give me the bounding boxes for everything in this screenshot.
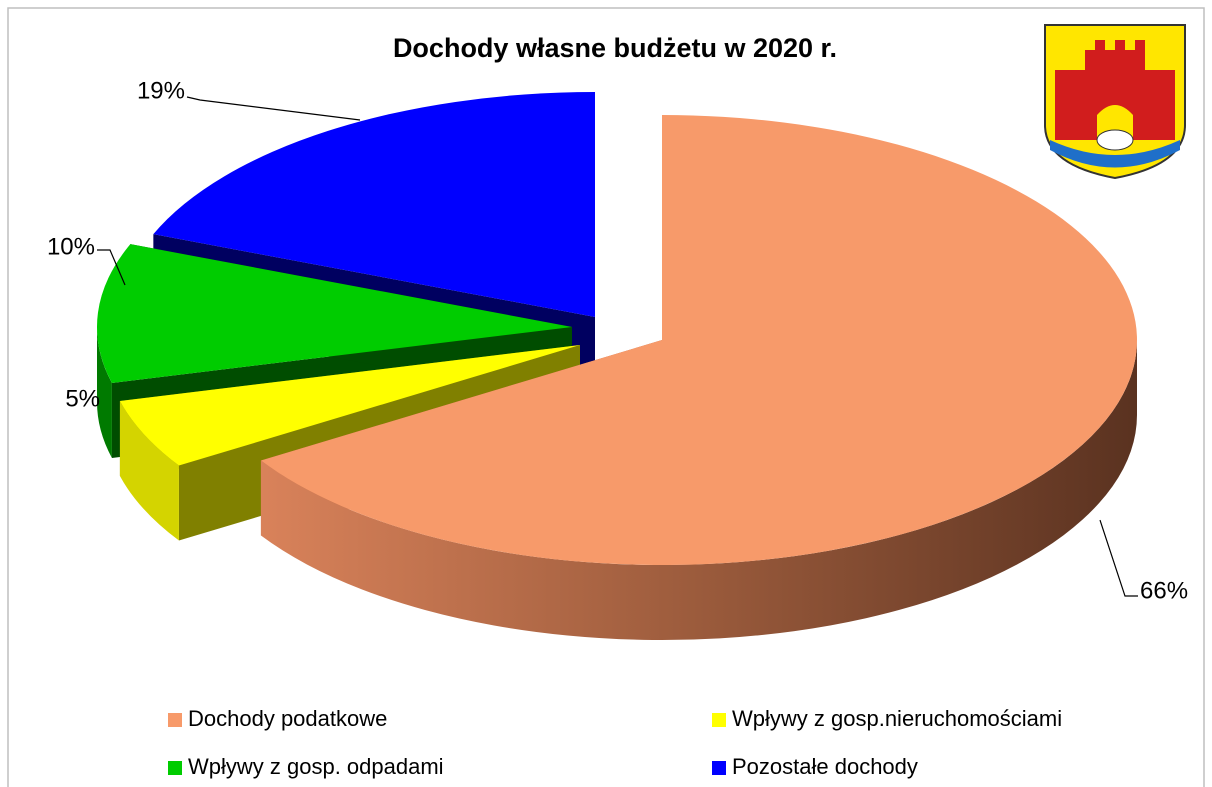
leader-line [1099, 519, 1138, 597]
legend-label: Wpływy z gosp.nieruchomościami [732, 706, 1062, 731]
slice-side [260, 340, 1138, 641]
legend-swatch [712, 761, 726, 775]
data-label: 5% [65, 385, 100, 412]
slice-side [119, 400, 179, 541]
data-label: 10% [47, 233, 95, 260]
coat-of-arms [1044, 24, 1186, 180]
slice [153, 92, 595, 317]
legend-label: Dochody podatkowe [188, 706, 387, 731]
leader-line [186, 96, 361, 121]
legend-swatch [712, 713, 726, 727]
legend-label: Wpływy z gosp. odpadami [188, 754, 444, 779]
data-label: 19% [137, 77, 185, 104]
slice-side [97, 327, 112, 458]
slice [119, 345, 580, 466]
chart-title: Dochody własne budżetu w 2020 r. [393, 33, 837, 63]
legend-swatch [168, 761, 182, 775]
data-label: 66% [1140, 577, 1188, 604]
slice [97, 244, 573, 383]
slice [260, 115, 1138, 566]
leader-line [97, 249, 126, 286]
legend-label: Pozostałe dochody [732, 754, 918, 779]
legend-swatch [168, 713, 182, 727]
